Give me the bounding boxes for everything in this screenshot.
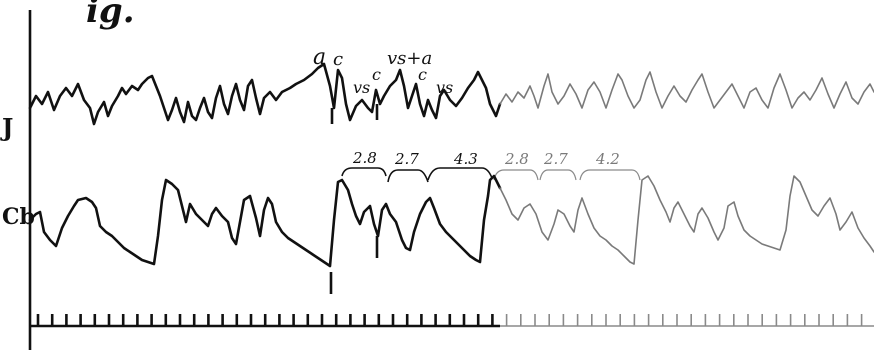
wave-label-vs2: vs xyxy=(436,78,453,97)
time-ticks-dark xyxy=(36,314,494,326)
trace-label-j: J xyxy=(0,113,13,142)
interval-bracket-4 xyxy=(493,169,539,181)
wave-label-c2: c xyxy=(372,65,381,84)
interval-bracket-1 xyxy=(341,167,387,177)
wave-label-vs-plus-a: vs+a xyxy=(387,48,432,69)
interval-bracket-2 xyxy=(387,169,429,183)
figure-title-fragment: ig. xyxy=(86,0,135,31)
interval-bracket-3 xyxy=(427,167,493,181)
wave-label-vs1: vs xyxy=(353,78,370,97)
interval-label-3: 4.3 xyxy=(453,150,478,168)
interval-label-2: 2.7 xyxy=(394,150,419,168)
time-ticks-faded xyxy=(505,314,863,326)
trace-label-cb: Cb xyxy=(2,204,35,230)
interval-bracket-6 xyxy=(579,169,641,181)
wave-label-c1: c xyxy=(333,49,343,70)
interval-label-1: 2.8 xyxy=(352,149,377,167)
trace-j-dark xyxy=(28,62,502,126)
trace-cb-faded xyxy=(499,175,874,265)
interval-label-5: 2.7 xyxy=(543,150,568,168)
trace-j-faded xyxy=(499,71,874,109)
interval-label-6: 4.2 xyxy=(595,150,620,168)
interval-label-4: 2.8 xyxy=(504,150,529,168)
trace-cb-dark xyxy=(28,174,502,268)
interval-bracket-5 xyxy=(539,169,577,181)
wave-label-c3: c xyxy=(418,65,427,84)
wave-label-a: a xyxy=(313,45,326,70)
